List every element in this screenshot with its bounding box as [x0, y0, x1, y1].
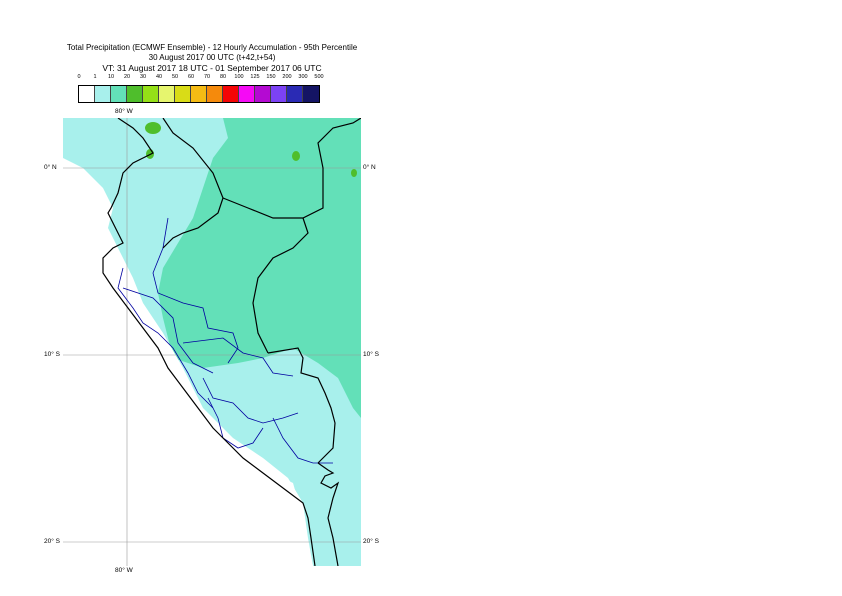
legend-swatch — [191, 86, 207, 102]
map-valid-time: VT: 31 August 2017 18 UTC - 01 September… — [102, 63, 322, 73]
lon-label-top: 80° W — [115, 108, 133, 115]
legend-label: 1 — [93, 74, 97, 80]
legend-label: 40 — [155, 74, 163, 80]
legend-label: 0 — [77, 74, 81, 80]
legend-swatch — [175, 86, 191, 102]
legend-label: 10 — [107, 74, 115, 80]
legend-swatch — [79, 86, 95, 102]
legend-label: 200 — [282, 74, 292, 80]
legend-label: 20 — [123, 74, 131, 80]
lon-label-bottom: 80° W — [115, 567, 133, 574]
legend-label: 125 — [250, 74, 260, 80]
legend-label: 100 — [234, 74, 244, 80]
legend-swatch — [207, 86, 223, 102]
legend-bar — [78, 85, 320, 103]
legend-swatch — [111, 86, 127, 102]
legend-label: 70 — [203, 74, 211, 80]
legend-swatch — [271, 86, 287, 102]
dry-patch — [163, 463, 313, 566]
coastline — [102, 118, 361, 566]
precip-spot-20-30 — [145, 122, 161, 134]
legend-label: 150 — [266, 74, 276, 80]
map-run-time: 30 August 2017 00 UTC (t+42,t+54) — [148, 53, 276, 62]
admin-boundaries — [117, 217, 333, 464]
legend-swatch — [303, 86, 319, 102]
lat-label-left-0: 0° N — [44, 164, 57, 171]
legend-swatch — [143, 86, 159, 102]
legend-swatch — [159, 86, 175, 102]
legend-swatch — [287, 86, 303, 102]
legend-swatch — [239, 86, 255, 102]
legend-label: 80 — [219, 74, 227, 80]
legend-label: 60 — [187, 74, 195, 80]
precip-spot-20-30 — [351, 169, 357, 177]
lat-label-left-10: 10° S — [44, 351, 60, 358]
lat-label-right-20: 20° S — [363, 538, 379, 545]
legend-swatch — [255, 86, 271, 102]
lat-label-left-20: 20° S — [44, 538, 60, 545]
map-canvas — [63, 118, 361, 566]
legend-swatch — [127, 86, 143, 102]
legend-swatch — [223, 86, 239, 102]
precipitation-map: 80° W 80° W 0° N 10° S 20° S 0° N 10° S … — [44, 108, 379, 574]
lat-label-right-0: 0° N — [363, 164, 376, 171]
map-title: Total Precipitation (ECMWF Ensemble) - 1… — [66, 43, 358, 52]
legend-label: 50 — [171, 74, 179, 80]
color-legend: 0 1 10 20 30 40 50 60 70 80 100 125 150 200 300 500 — [77, 74, 324, 103]
legend-label: 30 — [139, 74, 147, 80]
lat-label-right-10: 10° S — [363, 351, 379, 358]
legend-label: 300 — [298, 74, 308, 80]
legend-swatch — [95, 86, 111, 102]
precip-spot-20-30 — [292, 151, 300, 161]
legend-labels: 0 1 10 20 30 40 50 60 70 80 100 125 150 200 300 500 — [77, 74, 324, 84]
legend-label: 500 — [314, 74, 324, 80]
